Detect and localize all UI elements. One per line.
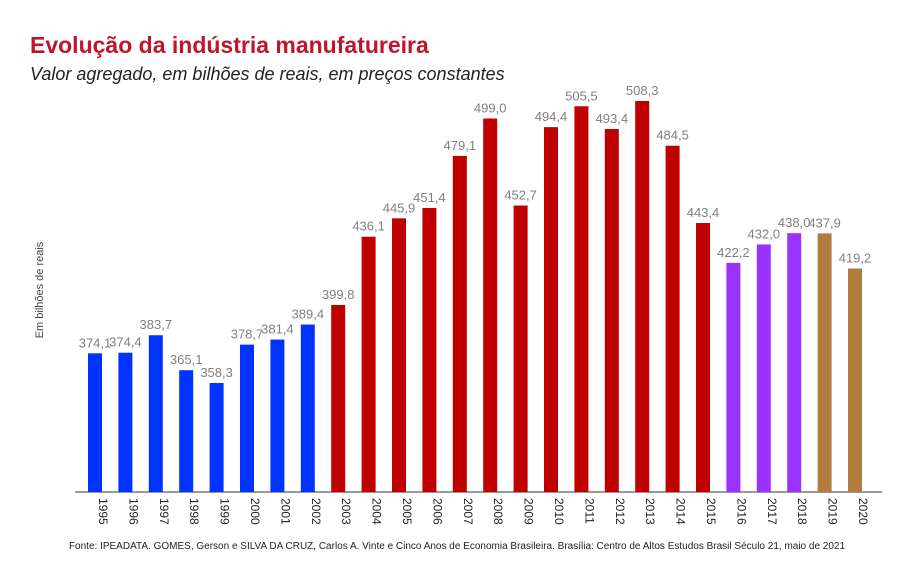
data-label-2004: 436,1 — [352, 219, 385, 234]
bar-2006 — [422, 207, 437, 493]
bar-2005 — [392, 218, 406, 492]
data-label-2018: 438,0 — [778, 215, 811, 230]
x-tick-label-1998: 1998 — [187, 498, 201, 525]
x-tick-label-2004: 2004 — [370, 498, 384, 525]
data-label-2011: 505,5 — [565, 88, 598, 103]
bar-2018 — [787, 233, 802, 492]
bar-1997 — [148, 335, 163, 492]
bar-1996 — [118, 352, 133, 492]
bar-2019 — [817, 233, 832, 493]
bar-1999 — [209, 383, 224, 492]
x-tick-label-2002: 2002 — [309, 498, 323, 525]
bar-2008 — [483, 118, 498, 492]
data-label-2007: 479,1 — [444, 138, 477, 153]
data-label-1999: 358,3 — [200, 365, 233, 380]
bar-1995 — [88, 353, 102, 492]
x-tick-label-2005: 2005 — [400, 498, 414, 525]
data-label-2006: 451,4 — [413, 190, 446, 205]
bar-2020 — [848, 268, 862, 492]
x-tick-label-2013: 2013 — [643, 498, 657, 525]
bar-2002 — [300, 324, 315, 492]
x-tick-label-2008: 2008 — [491, 498, 505, 525]
bar-2000 — [240, 344, 254, 492]
x-tick-label-2020: 2020 — [856, 498, 870, 525]
x-tick-label-2009: 2009 — [522, 498, 536, 525]
x-tick-label-2001: 2001 — [278, 498, 292, 525]
x-tick-label-2017: 2017 — [765, 498, 779, 525]
x-tick-label-2006: 2006 — [430, 498, 444, 525]
data-label-2013: 508,3 — [626, 83, 659, 98]
data-label-2008: 499,0 — [474, 100, 507, 115]
bar-2009 — [513, 205, 528, 492]
bar-2015 — [696, 223, 710, 492]
data-label-2015: 443,4 — [687, 205, 720, 220]
data-label-1997: 383,7 — [140, 317, 173, 332]
data-label-2020: 419,2 — [839, 251, 872, 266]
data-label-1998: 365,1 — [170, 352, 203, 367]
bar-2014 — [665, 145, 680, 492]
data-label-2005: 445,9 — [383, 200, 416, 215]
bar-2016 — [726, 262, 741, 492]
bar-2017 — [756, 244, 771, 492]
x-tick-label-1995: 1995 — [96, 498, 110, 525]
data-label-2010: 494,4 — [535, 109, 568, 124]
bar-2004 — [361, 236, 376, 492]
x-tick-label-2000: 2000 — [248, 498, 262, 525]
x-tick-label-2015: 2015 — [704, 498, 718, 525]
bar-2003 — [331, 304, 346, 492]
data-label-2019: 437,9 — [808, 215, 841, 230]
bar-1998 — [179, 370, 194, 492]
chart-subtitle: Valor agregado, em bilhões de reais, em … — [30, 64, 505, 84]
bar-2012 — [604, 129, 619, 492]
data-label-2002: 389,4 — [292, 307, 325, 322]
data-label-1996: 374,4 — [109, 335, 142, 350]
x-tick-label-1997: 1997 — [157, 498, 171, 525]
source-note: Fonte: IPEADATA. GOMES, Gerson e SILVA D… — [68, 541, 846, 552]
bar-2013 — [635, 101, 650, 492]
data-label-2016: 422,2 — [717, 245, 750, 260]
x-tick-label-1999: 1999 — [218, 498, 232, 525]
x-tick-label-2016: 2016 — [734, 498, 748, 525]
data-label-2017: 432,0 — [748, 226, 781, 241]
data-label-2014: 484,5 — [656, 128, 689, 143]
x-tick-label-2007: 2007 — [461, 498, 475, 525]
data-label-2009: 452,7 — [504, 188, 537, 203]
x-tick-label-2010: 2010 — [552, 498, 566, 525]
x-tick-label-2003: 2003 — [339, 498, 353, 525]
x-tick-label-2014: 2014 — [674, 498, 688, 525]
bar-2007 — [452, 155, 467, 492]
x-tick-label-1996: 1996 — [126, 498, 140, 525]
x-tick-label-2018: 2018 — [795, 498, 809, 525]
data-label-1995: 374,1 — [79, 335, 112, 350]
x-tick-label-2012: 2012 — [613, 498, 627, 525]
x-tick-label-2019: 2019 — [826, 498, 840, 525]
bar-2010 — [544, 127, 558, 492]
x-tick-label-2011: 2011 — [582, 498, 596, 524]
bar-2001 — [270, 339, 285, 492]
chart-title: Evolução da indústria manufatureira — [30, 32, 429, 58]
data-label-2003: 399,8 — [322, 287, 355, 302]
bar-2011 — [574, 106, 589, 492]
data-label-2001: 381,4 — [261, 322, 294, 337]
data-label-2012: 493,4 — [596, 111, 629, 126]
data-label-2000: 378,7 — [231, 327, 264, 342]
